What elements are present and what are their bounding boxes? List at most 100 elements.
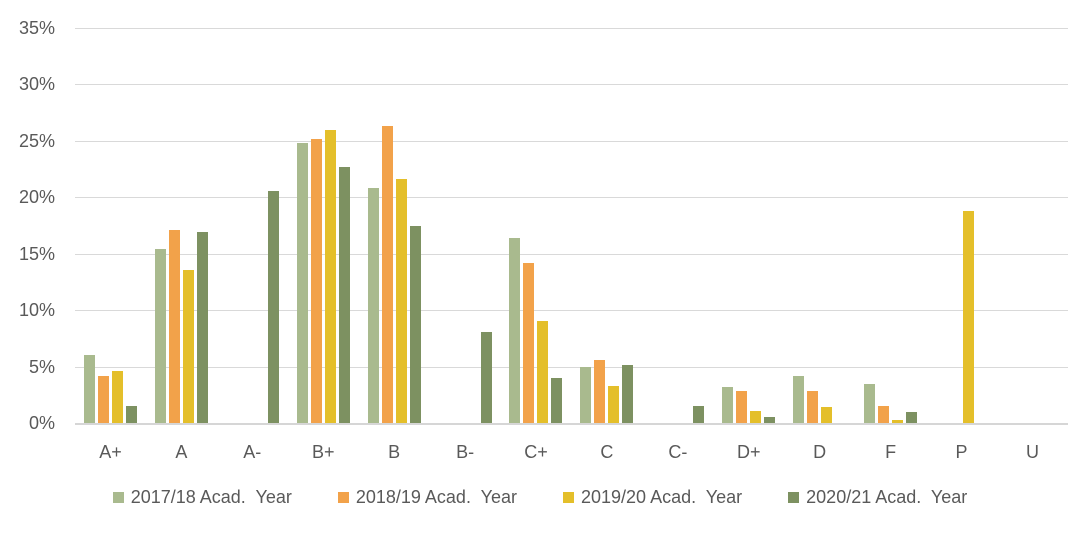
bar-2020-21-C	[622, 365, 634, 423]
x-tick-label-B: B	[388, 442, 401, 462]
bar-2020-21-D+	[764, 417, 776, 423]
bar-2020-21-B-	[480, 331, 492, 423]
y-tick-label-5%: 5%	[28, 356, 55, 377]
bar-2019-20-B+	[324, 129, 336, 423]
bar-group-C	[571, 359, 642, 423]
x-axis: A+ A A- B+ B B- C+ C C- D+ D F P U	[75, 441, 1068, 463]
bar-2017-18-D	[793, 375, 805, 423]
bar-group-D+	[713, 386, 784, 423]
bar-2019-20-F	[892, 419, 904, 423]
x-tick-label-D+: D+	[737, 442, 761, 462]
x-tick-label-D: D	[813, 442, 827, 462]
bar-2018-19-F	[878, 406, 890, 423]
legend-swatch-icon	[112, 491, 124, 503]
legend-swatch-icon	[563, 491, 574, 503]
legend-item-2019-20: 2019/20 Acad. Year	[563, 486, 742, 508]
bar-2020-21-B	[409, 225, 421, 423]
bar-group-F	[855, 383, 926, 423]
y-tick-label-35%: 35%	[18, 18, 55, 38]
x-tick-label-F: F	[885, 442, 897, 462]
bar-2017-18-A	[154, 249, 166, 423]
legend: 2017/18 Acad. Year 2018/19 Acad. Year 2019…	[0, 486, 1080, 508]
bar-groups	[75, 28, 1068, 423]
bar-group-B+	[288, 129, 359, 423]
bar-2017-18-D+	[722, 386, 734, 423]
gridline-5	[75, 366, 1068, 368]
bar-2019-20-B	[395, 179, 407, 423]
bar-2020-21-F	[906, 411, 918, 423]
gridline-10	[75, 310, 1068, 312]
legend-swatch-icon	[337, 491, 349, 503]
legend-label: 2019/20 Acad. Year	[581, 487, 743, 507]
bar-2017-18-C+	[509, 237, 521, 423]
bar-2017-18-B	[367, 188, 379, 423]
x-tick-label-A+: A+	[99, 442, 122, 462]
bar-group-C+	[501, 237, 572, 423]
x-axis-line	[75, 423, 1068, 425]
x-tick-label-A-: A-	[243, 442, 262, 462]
y-tick-label-25%: 25%	[18, 130, 55, 151]
bar-2018-19-B	[381, 126, 393, 423]
bar-2019-20-A	[182, 269, 194, 423]
bar-2019-20-D	[821, 407, 833, 423]
bar-2018-19-A	[168, 230, 180, 423]
bar-group-B	[359, 126, 430, 423]
bar-2018-19-C	[594, 359, 606, 423]
bar-2018-19-C+	[523, 262, 535, 423]
y-axis: 0% 5% 10% 15% 20% 25% 30% 35%	[0, 0, 55, 440]
x-tick-label-U: U	[1025, 442, 1039, 462]
bar-group-A	[146, 230, 217, 423]
bar-2020-21-A+	[125, 406, 137, 423]
bar-2019-20-A+	[111, 371, 123, 423]
legend-swatch-icon	[788, 491, 800, 503]
bar-group-P	[926, 210, 997, 423]
bar-2019-20-D+	[750, 410, 762, 423]
legend-label: 2018/19 Acad. Year	[355, 487, 517, 507]
y-tick-label-10%: 10%	[18, 300, 55, 321]
bar-2020-21-A-	[267, 190, 279, 423]
bar-group-D	[784, 375, 855, 423]
gridline-15	[75, 253, 1068, 255]
bar-2018-19-A+	[97, 375, 109, 423]
x-tick-label-B-: B-	[456, 442, 475, 462]
plot-area	[75, 28, 1068, 423]
gridline-25	[75, 140, 1068, 142]
bar-2020-21-A	[196, 232, 208, 423]
y-tick-label-15%: 15%	[18, 243, 55, 264]
bar-2017-18-F	[864, 383, 876, 423]
bar-group-C-	[642, 406, 713, 423]
gridline-20	[75, 197, 1068, 199]
legend-label: 2017/18 Acad. Year	[130, 487, 292, 507]
bar-2018-19-B+	[310, 138, 322, 423]
bar-2017-18-B+	[296, 143, 308, 423]
bar-group-A+	[75, 355, 146, 423]
bar-2019-20-P	[963, 210, 975, 423]
bar-2020-21-C-	[693, 406, 705, 423]
x-tick-label-P: P	[955, 442, 968, 462]
gridline-35	[75, 28, 1068, 29]
y-tick-label-20%: 20%	[18, 187, 55, 208]
x-tick-label-C+: C+	[524, 442, 548, 462]
legend-item-2017-18: 2017/18 Acad. Year	[112, 486, 292, 508]
x-tick-label-B+: B+	[311, 442, 335, 462]
x-tick-label-C-: C-	[668, 442, 688, 462]
bar-2018-19-D	[807, 391, 819, 423]
bar-2019-20-C+	[537, 321, 549, 423]
y-tick-label-0%: 0%	[28, 413, 55, 433]
bar-2018-19-D+	[736, 391, 748, 423]
legend-item-2020-21: 2020/21 Acad. Year	[788, 486, 967, 508]
bar-2019-20-C	[608, 385, 620, 423]
bar-2020-21-B+	[338, 166, 350, 423]
bar-group-A-	[217, 190, 288, 423]
x-tick-label-A: A	[175, 442, 188, 462]
bar-group-B-	[430, 331, 501, 423]
y-tick-label-30%: 30%	[18, 74, 55, 95]
legend-label: 2020/21 Acad. Year	[806, 487, 968, 507]
bar-2017-18-C	[580, 366, 592, 423]
gridline-30	[75, 84, 1068, 86]
bar-2020-21-C+	[551, 377, 563, 423]
x-tick-label-C: C	[600, 442, 614, 462]
bar-2017-18-A+	[83, 355, 95, 423]
legend-item-2018-19: 2018/19 Acad. Year	[337, 486, 517, 508]
